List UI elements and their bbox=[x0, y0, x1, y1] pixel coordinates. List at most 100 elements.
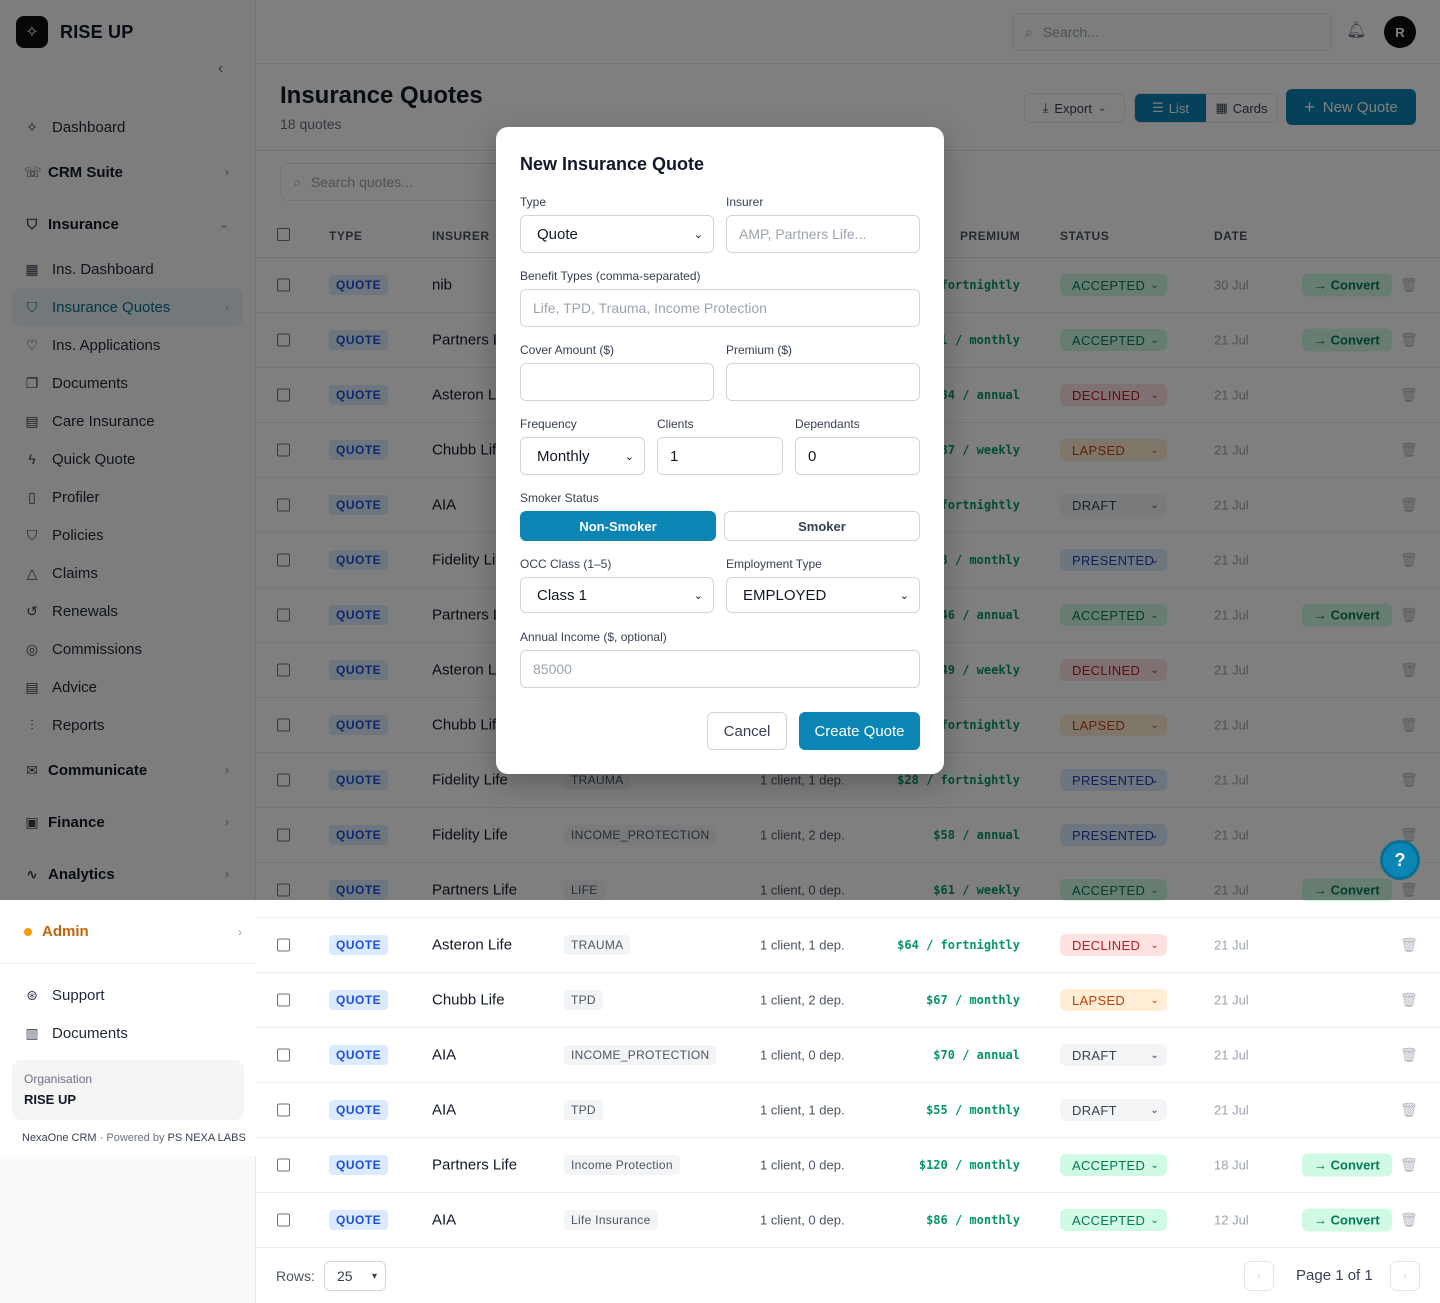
type-select[interactable]: Quote ⌄ bbox=[520, 215, 714, 253]
dependants-input[interactable]: 0 bbox=[795, 437, 920, 475]
rows-per-page-select[interactable]: 25 ▾ bbox=[324, 1261, 386, 1291]
occ-class-select[interactable]: Class 1 ⌄ bbox=[520, 577, 714, 613]
frequency-value: Monthly bbox=[537, 447, 590, 465]
organisation-label: Organisation bbox=[24, 1072, 93, 1086]
table-row[interactable]: QUOTE Chubb Life TPD 1 client, 2 dep. $67 / … bbox=[256, 973, 1440, 1028]
employment-type-value: EMPLOYED bbox=[743, 586, 827, 604]
trash-icon[interactable]: 🗑︎ bbox=[1400, 1211, 1418, 1228]
organisation-name: RISE UP bbox=[24, 1092, 77, 1107]
parties-text: 1 client, 1 dep. bbox=[760, 937, 845, 953]
powered-by-label: Powered by bbox=[106, 1132, 165, 1144]
premium-text: $70 / annual bbox=[933, 1048, 1020, 1062]
sidebar-item-documents[interactable]: ▥ Documents bbox=[12, 1014, 244, 1052]
table-row[interactable]: QUOTE AIA TPD 1 client, 1 dep. $55 / monthly… bbox=[256, 1083, 1440, 1138]
trash-icon[interactable]: 🗑︎ bbox=[1400, 1101, 1418, 1118]
table-row[interactable]: QUOTE AIA Life Insurance 1 client, 0 dep. $8… bbox=[256, 1193, 1440, 1248]
frequency-label: Frequency bbox=[520, 417, 577, 431]
frequency-select[interactable]: Monthly ⌄ bbox=[520, 437, 645, 475]
page-indicator: Page 1 of 1 bbox=[1296, 1267, 1373, 1284]
table-footer: Rows: 25 ▾ ‹ Page 1 of 1 › bbox=[256, 1249, 1440, 1303]
parties-text: 1 client, 0 dep. bbox=[760, 1157, 845, 1173]
date-text: 21 Jul bbox=[1214, 1047, 1249, 1063]
trash-icon[interactable]: 🗑︎ bbox=[1400, 991, 1418, 1008]
powered-sep: · bbox=[99, 1132, 104, 1144]
premium-input[interactable] bbox=[726, 363, 920, 401]
rows-value: 25 bbox=[337, 1268, 353, 1284]
type-badge: QUOTE bbox=[329, 935, 389, 955]
bottom-links: ⊛ Support ▥ Documents bbox=[0, 964, 256, 1052]
insurer-input[interactable]: AMP, Partners Life... bbox=[726, 215, 920, 253]
sidebar-item-support[interactable]: ⊛ Support bbox=[12, 976, 244, 1014]
type-value: Quote bbox=[537, 225, 578, 243]
next-page-button[interactable]: › bbox=[1390, 1261, 1420, 1291]
status-value: DECLINED bbox=[1072, 937, 1141, 953]
row-checkbox[interactable] bbox=[277, 938, 290, 952]
status-select[interactable]: LAPSED ⌄ bbox=[1060, 989, 1167, 1011]
insurer-name: AIA bbox=[432, 1211, 457, 1229]
date-text: 21 Jul bbox=[1214, 937, 1249, 953]
premium-text: $67 / monthly bbox=[926, 993, 1020, 1007]
trash-icon[interactable]: 🗑︎ bbox=[1400, 936, 1418, 953]
premium-text: $55 / monthly bbox=[926, 1103, 1020, 1117]
table-row[interactable]: QUOTE Partners Life Income Protection 1 cli… bbox=[256, 1138, 1440, 1193]
status-value: DRAFT bbox=[1072, 1102, 1117, 1118]
non-smoker-toggle[interactable]: Non-Smoker bbox=[520, 511, 716, 541]
status-select[interactable]: DRAFT ⌄ bbox=[1060, 1099, 1167, 1121]
employment-type-select[interactable]: EMPLOYED ⌄ bbox=[726, 577, 920, 613]
convert-label: Convert bbox=[1330, 1212, 1380, 1228]
status-value: LAPSED bbox=[1072, 992, 1126, 1008]
smoker-toggle[interactable]: Smoker bbox=[724, 511, 920, 541]
trash-icon[interactable]: 🗑︎ bbox=[1400, 1156, 1418, 1173]
type-badge: QUOTE bbox=[329, 1100, 389, 1120]
type-badge: QUOTE bbox=[329, 1155, 389, 1175]
benefit-types-input[interactable]: Life, TPD, Trauma, Income Protection bbox=[520, 289, 920, 327]
create-quote-button[interactable]: Create Quote bbox=[799, 712, 920, 750]
parties-text: 1 client, 0 dep. bbox=[760, 1047, 845, 1063]
status-select[interactable]: DRAFT ⌄ bbox=[1060, 1044, 1167, 1066]
row-checkbox[interactable] bbox=[277, 1213, 290, 1227]
sidebar-item-admin[interactable]: Admin › bbox=[0, 900, 256, 964]
lifebuoy-icon: ⊛ bbox=[26, 986, 38, 1003]
insurer-name: AIA bbox=[432, 1101, 457, 1119]
previous-page-button[interactable]: ‹ bbox=[1244, 1261, 1274, 1291]
row-checkbox[interactable] bbox=[277, 1103, 290, 1117]
chevron-down-icon: ▾ bbox=[371, 1270, 377, 1282]
table-row[interactable]: QUOTE AIA INCOME_PROTECTION 1 client, 0 dep… bbox=[256, 1028, 1440, 1083]
status-value: ACCEPTED bbox=[1072, 1212, 1146, 1228]
dialog-title: New Insurance Quote bbox=[520, 154, 705, 174]
trash-icon[interactable]: 🗑︎ bbox=[1400, 1046, 1418, 1063]
benefit-badge: TPD bbox=[564, 990, 603, 1010]
benefit-badge: INCOME_PROTECTION bbox=[564, 1045, 717, 1065]
convert-button[interactable]: → Convert bbox=[1302, 1208, 1392, 1232]
status-select[interactable]: ACCEPTED ⌄ bbox=[1060, 1209, 1167, 1231]
organisation-card: Organisation RISE UP bbox=[12, 1060, 244, 1120]
parties-text: 1 client, 0 dep. bbox=[760, 1212, 845, 1228]
arrow-right-icon: → bbox=[1314, 1212, 1331, 1228]
parties-text: 1 client, 2 dep. bbox=[760, 992, 845, 1008]
clients-input[interactable]: 1 bbox=[657, 437, 783, 475]
benefit-types-placeholder: Life, TPD, Trauma, Income Protection bbox=[533, 300, 767, 316]
benefit-badge: Life Insurance bbox=[564, 1210, 658, 1230]
row-checkbox[interactable] bbox=[277, 1048, 290, 1062]
powered-company: PS NEXA LABS bbox=[167, 1132, 246, 1144]
row-checkbox[interactable] bbox=[277, 993, 290, 1007]
benefit-badge: TRAUMA bbox=[564, 935, 631, 955]
table-row[interactable]: QUOTE Asteron Life TRAUMA 1 client, 1 dep. $… bbox=[256, 918, 1440, 973]
chevron-down-icon: ⌄ bbox=[693, 589, 703, 602]
cancel-button[interactable]: Cancel bbox=[707, 712, 787, 750]
annual-income-input[interactable]: 85000 bbox=[520, 650, 920, 688]
smoker-status-label: Smoker Status bbox=[520, 491, 599, 505]
chevron-down-icon: ⌄ bbox=[1150, 994, 1159, 1006]
insurer-label: Insurer bbox=[726, 195, 764, 209]
status-select[interactable]: ACCEPTED ⌄ bbox=[1060, 1154, 1167, 1176]
chevron-down-icon: ⌄ bbox=[899, 589, 909, 602]
powered-by: NexaOne CRM · Powered by PS NEXA LABS bbox=[0, 1120, 256, 1156]
type-badge: QUOTE bbox=[329, 1210, 389, 1230]
admin-dot-icon bbox=[24, 927, 32, 936]
convert-button[interactable]: → Convert bbox=[1302, 1153, 1392, 1177]
status-select[interactable]: DECLINED ⌄ bbox=[1060, 934, 1167, 956]
cover-amount-input[interactable] bbox=[520, 363, 714, 401]
help-icon[interactable]: ? bbox=[1380, 840, 1420, 880]
date-text: 12 Jul bbox=[1214, 1212, 1249, 1228]
row-checkbox[interactable] bbox=[277, 1158, 290, 1172]
